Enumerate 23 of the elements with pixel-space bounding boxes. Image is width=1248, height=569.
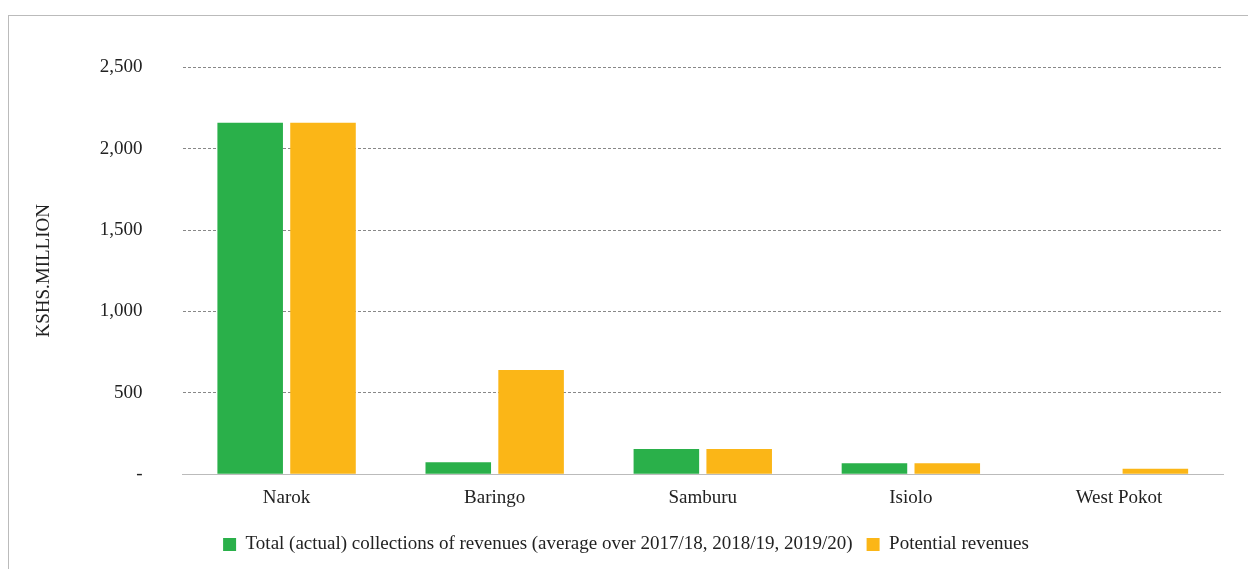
y-tick-label: 1,000 (99, 299, 143, 321)
y-axis-title: KSHS.MILLION (32, 203, 54, 338)
y-tick-label: 2,000 (99, 136, 143, 158)
bar (290, 122, 356, 474)
legend-label: Total (actual) collections of revenues (average over 2017/18, 2018/19, 2019/20) (245, 532, 853, 555)
legend-label: Potential revenues (889, 532, 1029, 554)
bar (1122, 468, 1189, 474)
x-tick-label: Narok (262, 485, 311, 507)
bar (217, 122, 283, 474)
bar (425, 462, 492, 474)
bar (633, 448, 700, 474)
x-tick-label: West Pokot (1075, 485, 1163, 507)
y-tick-label: 1,500 (99, 218, 143, 240)
x-tick-label: Samburu (668, 485, 738, 507)
bar (841, 463, 908, 474)
y-tick-label: 2,500 (99, 55, 143, 77)
y-tick-label: 500 (114, 380, 143, 402)
x-tick-label: Baringo (464, 485, 526, 507)
bar (498, 370, 564, 474)
bar (914, 463, 981, 474)
y-tick-label: - (136, 462, 143, 484)
x-tick-label: Isiolo (889, 485, 933, 507)
bar (706, 448, 772, 474)
